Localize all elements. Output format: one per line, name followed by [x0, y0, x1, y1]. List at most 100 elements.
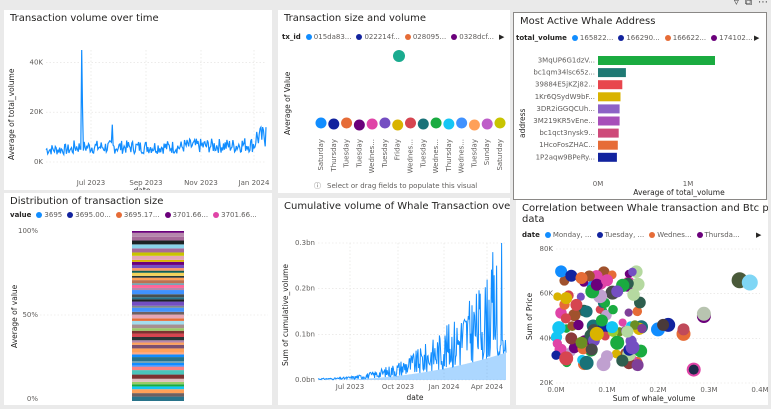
- scatter-point[interactable]: [601, 350, 613, 363]
- scatter-point[interactable]: [552, 321, 566, 335]
- legend-item[interactable]: Monday, ...: [544, 231, 592, 239]
- correlation-scatter[interactable]: Sum of Price Sum of whale_volume 80K 60K 4…: [516, 200, 768, 405]
- scatter-point[interactable]: [555, 265, 568, 278]
- legend-item[interactable]: 015da83...: [305, 33, 351, 41]
- scatter-point[interactable]: [627, 288, 640, 301]
- scatter-point[interactable]: [621, 325, 634, 338]
- legend-item[interactable]: Thursda...: [696, 231, 740, 239]
- scatter-point[interactable]: [637, 323, 647, 334]
- stack-segment[interactable]: [132, 384, 184, 387]
- legend-item[interactable]: 3701.66...: [213, 211, 257, 219]
- stack-segment[interactable]: [132, 255, 184, 260]
- bar[interactable]: [598, 140, 618, 150]
- panel-volume-over-time[interactable]: Transaction volume over time Average of …: [4, 10, 272, 190]
- scatter-point[interactable]: [552, 338, 562, 349]
- legend-next-icon[interactable]: ▶: [756, 231, 762, 239]
- stack-segment[interactable]: [132, 320, 184, 325]
- scatter-point[interactable]: [579, 355, 594, 370]
- scatter-point[interactable]: [618, 318, 627, 327]
- bar[interactable]: [598, 56, 715, 65]
- legend-item[interactable]: 3701.66...: [164, 211, 208, 219]
- scatter-point[interactable]: [616, 354, 629, 367]
- legend-item[interactable]: Tuesday, ...: [596, 231, 644, 239]
- size-volume-scatter[interactable]: Average of Value Saturday Thursday Tuesday…: [278, 10, 510, 193]
- stack-segment[interactable]: [132, 290, 184, 295]
- stack-segment[interactable]: [132, 299, 184, 302]
- stack-segment[interactable]: [132, 280, 184, 284]
- scatter-point[interactable]: [625, 340, 640, 355]
- panel-distribution[interactable]: Distribution of transaction size value 3…: [4, 193, 272, 405]
- stack-segment[interactable]: [132, 287, 184, 291]
- scatter-point[interactable]: [570, 298, 583, 311]
- scatter-point[interactable]: [580, 305, 593, 318]
- scatter-point[interactable]: [551, 350, 561, 360]
- stack-segment[interactable]: [132, 264, 184, 269]
- scatter-point[interactable]: [628, 267, 637, 277]
- stack-segment[interactable]: [132, 357, 184, 362]
- stack-segment[interactable]: [132, 396, 184, 401]
- stack-segment[interactable]: [132, 248, 184, 253]
- scatter-point[interactable]: [630, 320, 640, 330]
- scatter-point[interactable]: [631, 359, 644, 372]
- more-options-icon[interactable]: ⋯: [758, 0, 768, 8]
- scatter-point[interactable]: [657, 318, 670, 331]
- stack-segment[interactable]: [132, 362, 184, 366]
- scatter-point[interactable]: [696, 306, 711, 321]
- bar[interactable]: [598, 80, 623, 90]
- scatter-point[interactable]: [601, 274, 613, 287]
- scatter-point[interactable]: [481, 118, 493, 130]
- bar[interactable]: [598, 128, 619, 138]
- scatter-points[interactable]: [315, 50, 506, 131]
- scatter-point[interactable]: [494, 117, 506, 129]
- bar[interactable]: [598, 104, 620, 114]
- stack-segment[interactable]: [132, 277, 184, 281]
- cumulative-area-chart[interactable]: Sum of cumulative_volume date 0.3bn 0.2bn…: [278, 198, 510, 405]
- volume-line[interactable]: [45, 49, 267, 157]
- cumulative-line[interactable]: [317, 242, 507, 381]
- legend-item[interactable]: 028095...: [404, 33, 446, 41]
- volume-line-chart[interactable]: Average of total_volume date 40K 20K 0K Ju…: [4, 10, 272, 190]
- legend-item[interactable]: 022214f...: [356, 33, 400, 41]
- stack-segment[interactable]: [132, 284, 184, 288]
- scatter-point[interactable]: [632, 306, 643, 317]
- stack-segment[interactable]: [132, 318, 184, 321]
- stack-segment[interactable]: [132, 252, 184, 256]
- scatter-point[interactable]: [606, 321, 619, 334]
- stack-segment[interactable]: [132, 268, 184, 271]
- stack-segment[interactable]: [132, 333, 184, 338]
- stack-segment[interactable]: [132, 259, 184, 262]
- scatter-point[interactable]: [568, 308, 581, 322]
- cumulative-area[interactable]: [318, 352, 506, 380]
- whale-bar-chart[interactable]: address Average of total_volume 3MqUP6G1…: [514, 13, 766, 199]
- stack-segment[interactable]: [132, 386, 184, 390]
- stack-segment[interactable]: [132, 337, 184, 341]
- stack-segment[interactable]: [132, 365, 184, 367]
- bar[interactable]: [598, 92, 621, 102]
- scatter-point[interactable]: [624, 308, 633, 317]
- stack-segment[interactable]: [132, 297, 184, 300]
- scatter-point[interactable]: [553, 292, 562, 301]
- filter-icon[interactable]: ▿: [733, 0, 739, 8]
- scatter-point[interactable]: [393, 50, 405, 62]
- stack-segment[interactable]: [132, 236, 184, 241]
- scatter-point[interactable]: [560, 313, 571, 324]
- scatter-point[interactable]: [608, 304, 618, 315]
- scatter-point[interactable]: [677, 323, 690, 336]
- stack-segment[interactable]: [132, 275, 184, 278]
- stack-segment[interactable]: [132, 270, 184, 273]
- stack-segment[interactable]: [132, 361, 184, 363]
- stacked-column[interactable]: [132, 231, 184, 401]
- stack-segment[interactable]: [132, 301, 184, 306]
- legend-item[interactable]: 0328dcf...: [451, 33, 494, 41]
- scatter-point[interactable]: [417, 118, 429, 130]
- legend-item[interactable]: 3695.17...: [115, 211, 160, 219]
- focus-mode-icon[interactable]: ⧉: [744, 0, 752, 8]
- stack-segment[interactable]: [132, 261, 184, 265]
- stack-segment[interactable]: [132, 354, 184, 358]
- stack-segment[interactable]: [132, 328, 184, 331]
- bar[interactable]: [598, 152, 617, 162]
- scatter-point[interactable]: [589, 326, 604, 341]
- scatter-point[interactable]: [379, 117, 391, 129]
- bar[interactable]: [598, 68, 626, 78]
- scatter-point[interactable]: [688, 364, 699, 375]
